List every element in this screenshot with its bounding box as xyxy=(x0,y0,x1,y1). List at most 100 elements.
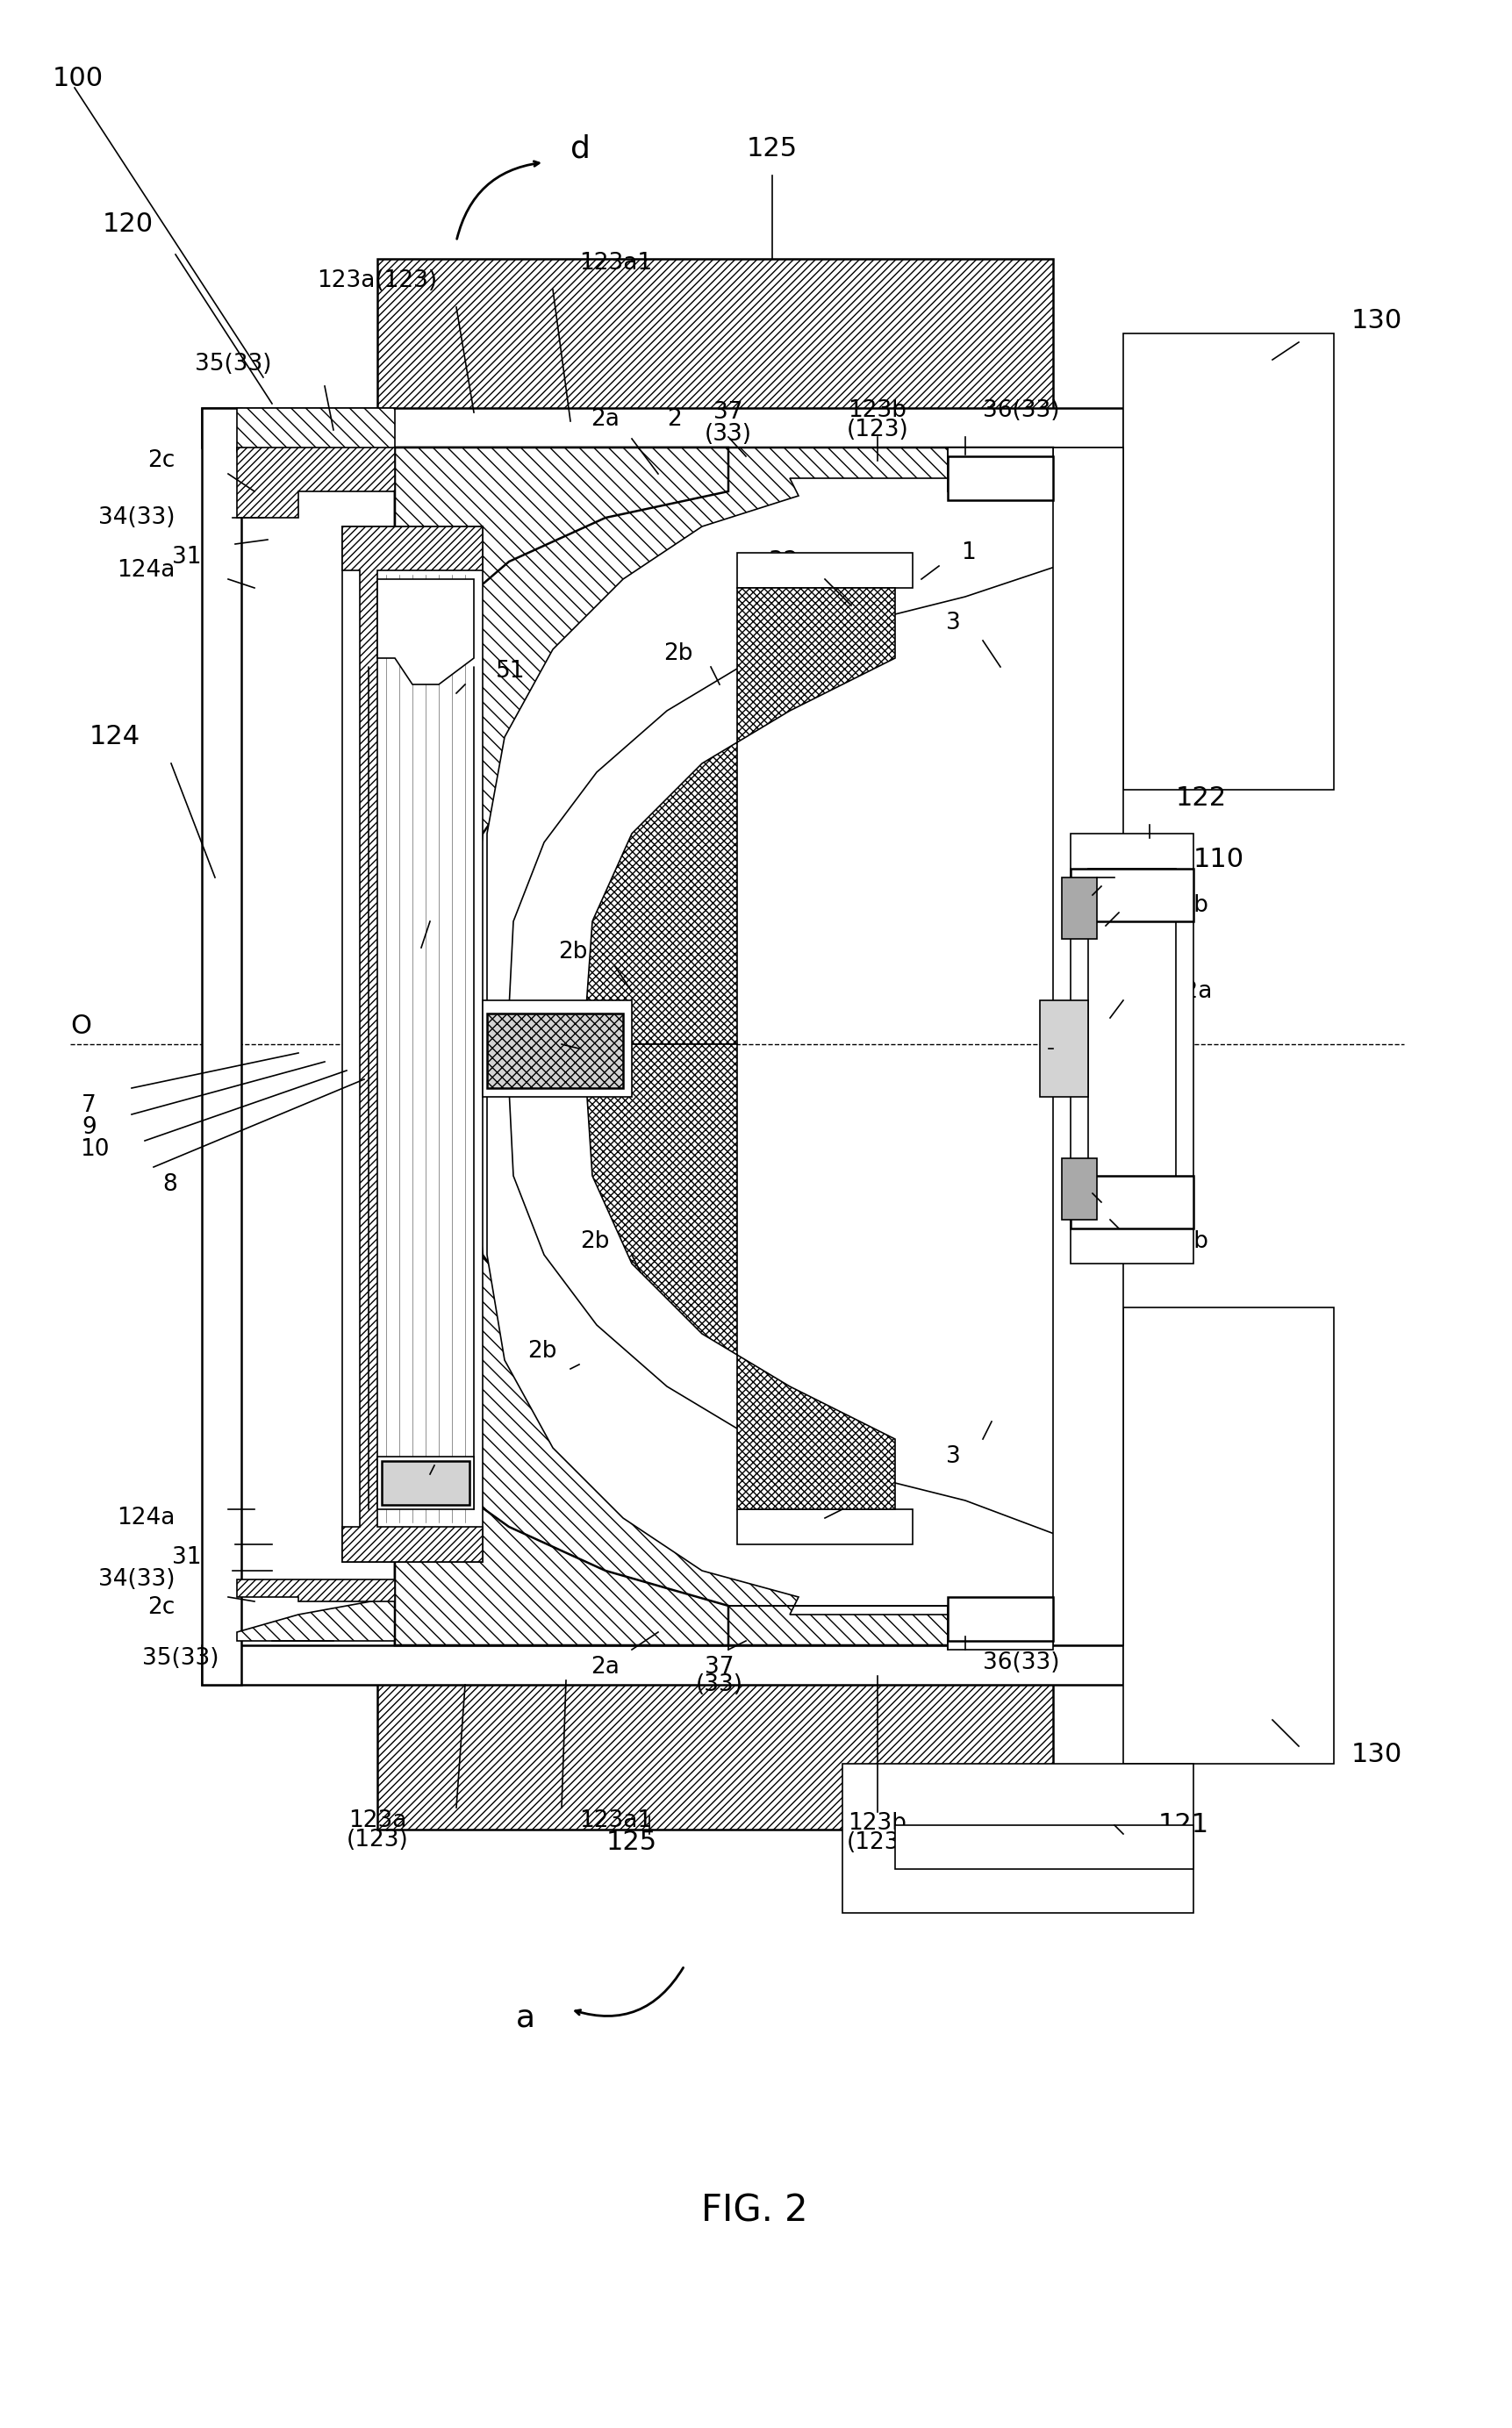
Text: 32: 32 xyxy=(770,551,798,573)
Polygon shape xyxy=(378,260,1052,418)
Text: 34(33): 34(33) xyxy=(98,507,175,529)
Text: 32: 32 xyxy=(770,1522,798,1544)
Polygon shape xyxy=(738,1510,913,1544)
Text: 9: 9 xyxy=(82,1117,97,1139)
Text: 6a(6): 6a(6) xyxy=(457,1020,517,1042)
Text: 51: 51 xyxy=(496,660,525,682)
Text: 35(33): 35(33) xyxy=(142,1646,219,1670)
Polygon shape xyxy=(1040,1000,1089,1097)
Polygon shape xyxy=(948,456,1052,500)
Text: 124a: 124a xyxy=(118,1508,175,1530)
Polygon shape xyxy=(237,408,395,473)
Polygon shape xyxy=(1070,833,1193,1263)
Text: 100: 100 xyxy=(53,66,104,92)
Text: 130: 130 xyxy=(1352,1743,1403,1768)
Polygon shape xyxy=(1123,1306,1334,1763)
Text: 5: 5 xyxy=(448,896,463,920)
Polygon shape xyxy=(487,1012,623,1088)
Polygon shape xyxy=(237,1581,395,1602)
Text: 123b: 123b xyxy=(848,1811,907,1836)
Text: 124a: 124a xyxy=(118,558,175,583)
Polygon shape xyxy=(201,408,242,1685)
Text: 65: 65 xyxy=(357,1452,386,1476)
Text: 122: 122 xyxy=(1176,787,1226,811)
Text: 110: 110 xyxy=(1193,847,1244,872)
Polygon shape xyxy=(1061,877,1096,940)
Text: 2b: 2b xyxy=(581,1231,609,1253)
Text: 12: 12 xyxy=(1132,864,1161,886)
Polygon shape xyxy=(1070,869,1193,920)
Polygon shape xyxy=(395,1044,1052,1646)
Polygon shape xyxy=(1123,333,1334,789)
Polygon shape xyxy=(729,1605,1052,1649)
Text: 124: 124 xyxy=(89,724,141,750)
Polygon shape xyxy=(378,1668,1052,1831)
Polygon shape xyxy=(378,580,473,685)
Text: 123a: 123a xyxy=(348,1809,407,1833)
Polygon shape xyxy=(487,478,1070,1044)
Text: 2b: 2b xyxy=(528,1340,558,1362)
Text: 10: 10 xyxy=(80,1139,110,1161)
Text: 31: 31 xyxy=(172,1547,201,1568)
Text: 37: 37 xyxy=(705,1656,735,1678)
Polygon shape xyxy=(738,554,913,588)
Text: (123): (123) xyxy=(346,1828,408,1853)
Text: 2b: 2b xyxy=(558,940,588,964)
Polygon shape xyxy=(1052,447,1123,1646)
Polygon shape xyxy=(948,1598,1052,1641)
Polygon shape xyxy=(482,1000,632,1097)
Text: a: a xyxy=(516,2003,535,2032)
Polygon shape xyxy=(237,1598,395,1641)
Polygon shape xyxy=(487,1044,1070,1615)
Polygon shape xyxy=(395,447,729,755)
Polygon shape xyxy=(381,1462,470,1505)
Text: 130: 130 xyxy=(1352,308,1403,333)
Polygon shape xyxy=(1061,1158,1096,1219)
Text: 37: 37 xyxy=(714,401,742,425)
Text: 2a: 2a xyxy=(591,1656,620,1678)
Text: 36(33): 36(33) xyxy=(983,1651,1060,1675)
Polygon shape xyxy=(584,1044,895,1510)
Text: 122b: 122b xyxy=(1149,1231,1208,1253)
Text: 34(33): 34(33) xyxy=(98,1568,175,1590)
Text: 125: 125 xyxy=(606,1831,658,1855)
Polygon shape xyxy=(1070,1175,1193,1229)
Polygon shape xyxy=(342,527,482,1561)
Text: 3: 3 xyxy=(947,612,962,634)
Text: 123a1: 123a1 xyxy=(579,253,652,274)
Polygon shape xyxy=(842,1763,1193,1913)
Text: 35(33): 35(33) xyxy=(195,352,272,376)
Text: FIG. 2: FIG. 2 xyxy=(702,2192,807,2229)
Text: 36(33): 36(33) xyxy=(983,398,1060,422)
Polygon shape xyxy=(378,1457,473,1510)
Text: 2b: 2b xyxy=(664,643,694,665)
Text: 3: 3 xyxy=(947,1445,962,1469)
Text: (6): (6) xyxy=(375,1498,408,1520)
Text: (123): (123) xyxy=(847,1831,909,1855)
Text: O: O xyxy=(70,1015,91,1039)
Text: 1: 1 xyxy=(962,541,975,563)
Text: 123b: 123b xyxy=(848,398,907,422)
Text: 2c: 2c xyxy=(148,1595,175,1619)
Text: 122a: 122a xyxy=(1154,981,1213,1003)
Text: 2c: 2c xyxy=(148,449,175,471)
Text: (33): (33) xyxy=(705,422,751,447)
Text: 31: 31 xyxy=(172,546,201,568)
Text: 122b: 122b xyxy=(1149,894,1208,918)
Text: 123a1: 123a1 xyxy=(579,1809,652,1833)
Text: 125: 125 xyxy=(747,136,798,163)
Polygon shape xyxy=(895,1826,1193,1870)
Text: 2a: 2a xyxy=(591,408,620,430)
Text: 7: 7 xyxy=(82,1095,97,1117)
Text: 8: 8 xyxy=(162,1173,177,1197)
Polygon shape xyxy=(201,408,1123,447)
Polygon shape xyxy=(395,447,1052,1044)
Polygon shape xyxy=(342,527,482,1561)
Polygon shape xyxy=(584,588,895,1044)
Text: 121: 121 xyxy=(1158,1811,1210,1838)
Text: 2: 2 xyxy=(667,408,682,430)
Polygon shape xyxy=(729,447,1052,490)
Text: 123a(123): 123a(123) xyxy=(318,270,437,291)
Polygon shape xyxy=(201,1646,1123,1685)
Polygon shape xyxy=(395,1333,729,1646)
